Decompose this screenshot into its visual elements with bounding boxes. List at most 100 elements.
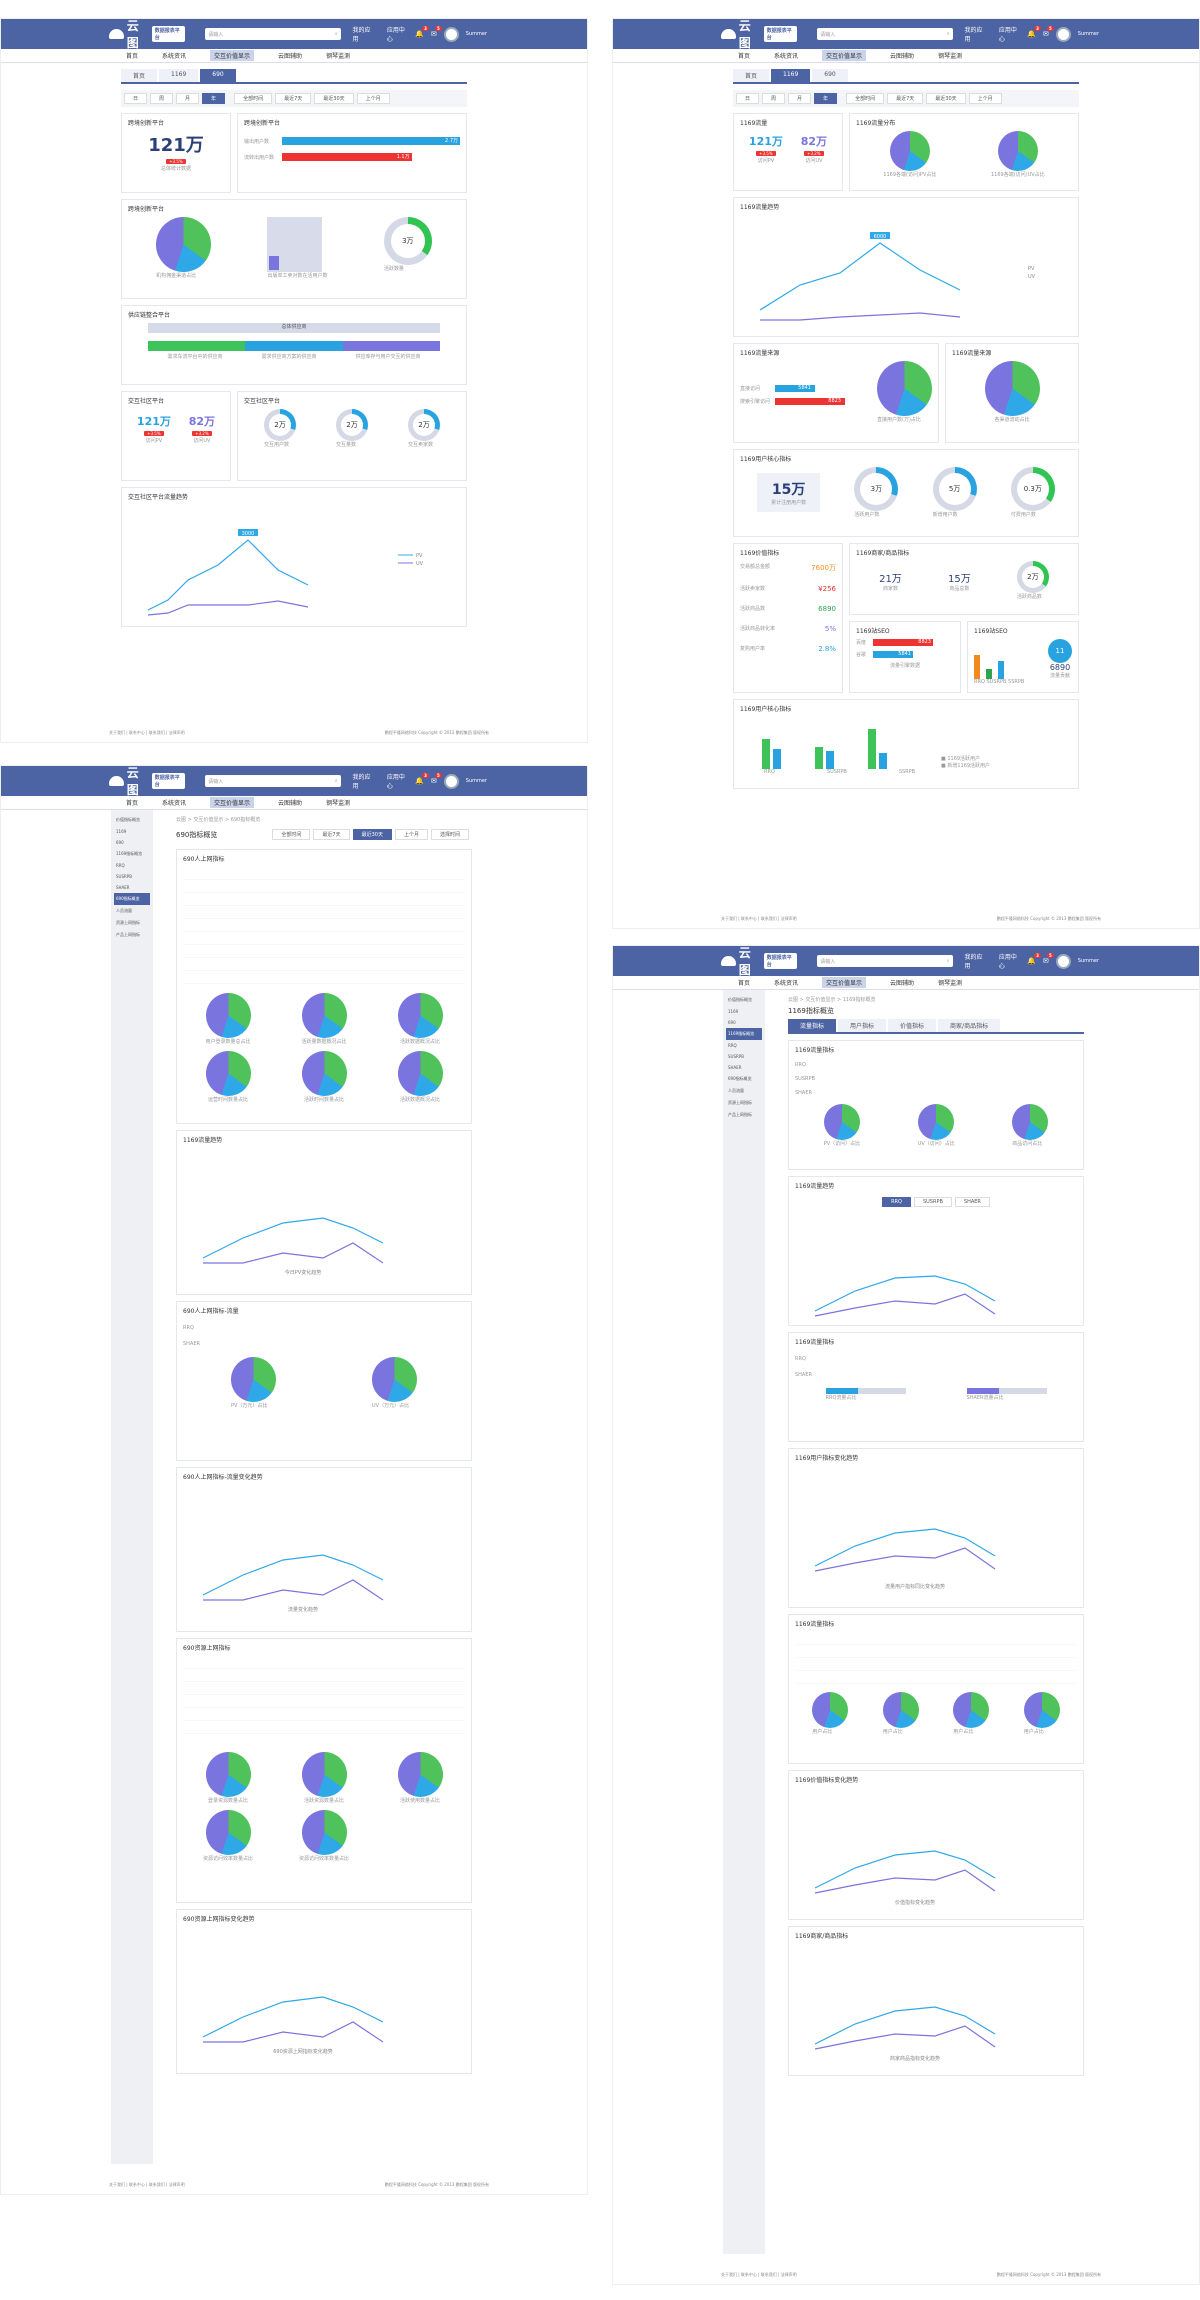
mail-icon[interactable]: ✉ 5 xyxy=(430,26,442,38)
sidebar-item[interactable]: SUSRPB xyxy=(728,1054,744,1059)
nav-news[interactable]: 系统资讯 xyxy=(774,980,799,987)
nav-monitor[interactable]: 钢琴监测 xyxy=(938,980,963,987)
nav-assist[interactable]: 云图辅助 xyxy=(890,53,915,60)
filter-30d[interactable]: 最近30天 xyxy=(314,93,354,104)
nav-monitor[interactable]: 钢琴监测 xyxy=(326,800,351,807)
avatar[interactable] xyxy=(1055,953,1071,969)
user-name[interactable]: Summer xyxy=(1077,958,1099,964)
filter-7d[interactable]: 最近7天 xyxy=(887,93,924,104)
logo[interactable]: 云图 数据报表平台 xyxy=(109,19,186,51)
user-name[interactable]: Summer xyxy=(465,31,487,37)
filter-all[interactable]: 全部时间 xyxy=(846,93,885,104)
filter-last-month[interactable]: 上个月 xyxy=(968,93,1002,104)
nav-home[interactable]: 首页 xyxy=(738,980,751,987)
logo[interactable]: 云图 数据报表平台 xyxy=(721,19,798,51)
search-icon[interactable]: ⌕ xyxy=(334,778,338,784)
link-my-apps[interactable]: 我的应用 xyxy=(964,954,983,970)
nav-value[interactable]: 交互价值显示 xyxy=(210,50,255,61)
filter[interactable]: 最近7天 xyxy=(313,829,350,840)
nav-monitor[interactable]: 钢琴监测 xyxy=(326,53,351,60)
filter-all[interactable]: 全部时间 xyxy=(234,93,273,104)
bell-icon[interactable]: 🔔 3 xyxy=(415,773,429,785)
nav-news[interactable]: 系统资讯 xyxy=(162,800,187,807)
logo[interactable]: 云图 数据报表平台 xyxy=(721,946,798,978)
user-name[interactable]: Summer xyxy=(465,778,487,784)
search-input[interactable]: 请输入 ⌕ xyxy=(817,28,953,40)
bell-icon[interactable]: 🔔 3 xyxy=(1027,26,1041,38)
nav-news[interactable]: 系统资讯 xyxy=(162,53,187,60)
search-input[interactable]: 请输入 ⌕ xyxy=(205,28,341,40)
sidebar-item[interactable]: SUSRPB xyxy=(116,874,132,879)
link-app-center[interactable]: 应用中心 xyxy=(386,27,405,43)
filter[interactable]: 上个月 xyxy=(394,829,428,840)
filter-last-month[interactable]: 上个月 xyxy=(356,93,390,104)
sidebar-item[interactable]: 人员流量 xyxy=(116,908,132,913)
nav-news[interactable]: 系统资讯 xyxy=(774,53,799,60)
search-icon[interactable]: ⌕ xyxy=(946,31,950,37)
sidebar-item[interactable]: 690 xyxy=(728,1020,736,1025)
filter[interactable]: 最近30天 xyxy=(352,829,392,840)
sidebar-item[interactable]: 资源上网指标 xyxy=(116,920,140,925)
footer-links[interactable]: 关于我们 | 联系中心 | 联系我们 | 法律声明 xyxy=(721,2272,797,2277)
sidebar-item[interactable]: 690 xyxy=(116,840,124,845)
sidebar-item[interactable]: SHAER xyxy=(116,885,130,890)
period-year[interactable]: 年 xyxy=(202,93,226,104)
link-my-apps[interactable]: 我的应用 xyxy=(964,27,983,43)
trend-tab[interactable]: SHAER xyxy=(954,1197,990,1207)
nav-value[interactable]: 交互价值显示 xyxy=(210,797,255,808)
period-month[interactable]: 月 xyxy=(176,93,200,104)
period-day[interactable]: 日 xyxy=(124,93,148,104)
footer-links[interactable]: 关于我们 | 联系中心 | 联系我们 | 法律声明 xyxy=(721,916,797,921)
tab-home[interactable]: 首页 xyxy=(733,69,770,82)
nav-assist[interactable]: 云图辅助 xyxy=(890,980,915,987)
filter-30d[interactable]: 最近30天 xyxy=(926,93,966,104)
search-icon[interactable]: ⌕ xyxy=(946,958,950,964)
bell-icon[interactable]: 🔔 3 xyxy=(415,26,429,38)
sidebar-item[interactable]: 产品上网指标 xyxy=(116,932,140,937)
nav-value[interactable]: 交互价值显示 xyxy=(822,977,867,988)
tab-home[interactable]: 首页 xyxy=(121,69,158,82)
sidebar-item[interactable]: 690指标概览 xyxy=(728,1076,752,1081)
sidebar-item[interactable]: 价值指标概览 xyxy=(116,817,140,822)
nav-home[interactable]: 首页 xyxy=(738,53,751,60)
avatar[interactable] xyxy=(443,773,459,789)
search-input[interactable]: 请输入 ⌕ xyxy=(205,775,341,787)
footer-links[interactable]: 关于我们 | 联系中心 | 联系我们 | 法律声明 xyxy=(109,730,185,735)
filter[interactable]: 全部时间 xyxy=(272,829,311,840)
search-input[interactable]: 请输入 ⌕ xyxy=(817,955,953,967)
sidebar-item[interactable]: 资源上网指标 xyxy=(728,1100,752,1105)
nav-assist[interactable]: 云图辅助 xyxy=(278,53,303,60)
sidebar-item[interactable]: 1169指标概览 xyxy=(116,851,143,856)
sidebar-item[interactable]: 1169 xyxy=(116,829,127,834)
period-week[interactable]: 周 xyxy=(150,93,174,104)
avatar[interactable] xyxy=(1055,26,1071,42)
sidebar-item[interactable]: 人员流量 xyxy=(728,1088,744,1093)
tab-690[interactable]: 690 xyxy=(812,69,848,82)
sidebar-item[interactable]: 价值指标概览 xyxy=(728,997,752,1002)
period-month[interactable]: 月 xyxy=(788,93,812,104)
search-icon[interactable]: ⌕ xyxy=(334,31,338,37)
filter[interactable]: 选择时间 xyxy=(430,829,469,840)
avatar[interactable] xyxy=(443,26,459,42)
tab-value[interactable]: 价值指标 xyxy=(888,1019,937,1032)
filter-7d[interactable]: 最近7天 xyxy=(275,93,312,104)
tab-1169[interactable]: 1169 xyxy=(159,69,199,82)
nav-home[interactable]: 首页 xyxy=(126,800,139,807)
sidebar-item[interactable]: RRQ xyxy=(728,1043,737,1048)
sidebar-item[interactable]: SHAER xyxy=(728,1065,742,1070)
footer-links[interactable]: 关于我们 | 联系中心 | 联系我们 | 法律声明 xyxy=(109,2182,185,2187)
link-my-apps[interactable]: 我的应用 xyxy=(352,774,371,790)
nav-assist[interactable]: 云图辅助 xyxy=(278,800,303,807)
link-app-center[interactable]: 应用中心 xyxy=(386,774,405,790)
sidebar-item-active[interactable]: 1169指标概览 xyxy=(726,1028,762,1040)
sidebar-item[interactable]: RRQ xyxy=(116,863,125,868)
nav-value[interactable]: 交互价值显示 xyxy=(822,50,867,61)
period-year[interactable]: 年 xyxy=(814,93,838,104)
trend-tab[interactable]: SUSRPB xyxy=(913,1197,952,1207)
user-name[interactable]: Summer xyxy=(1077,31,1099,37)
mail-icon[interactable]: ✉ 5 xyxy=(1042,953,1054,965)
tab-traffic[interactable]: 流量指标 xyxy=(788,1019,837,1032)
nav-monitor[interactable]: 钢琴监测 xyxy=(938,53,963,60)
sidebar-item-active[interactable]: 690指标概览 xyxy=(114,893,150,905)
trend-tab[interactable]: RRQ xyxy=(882,1197,911,1207)
